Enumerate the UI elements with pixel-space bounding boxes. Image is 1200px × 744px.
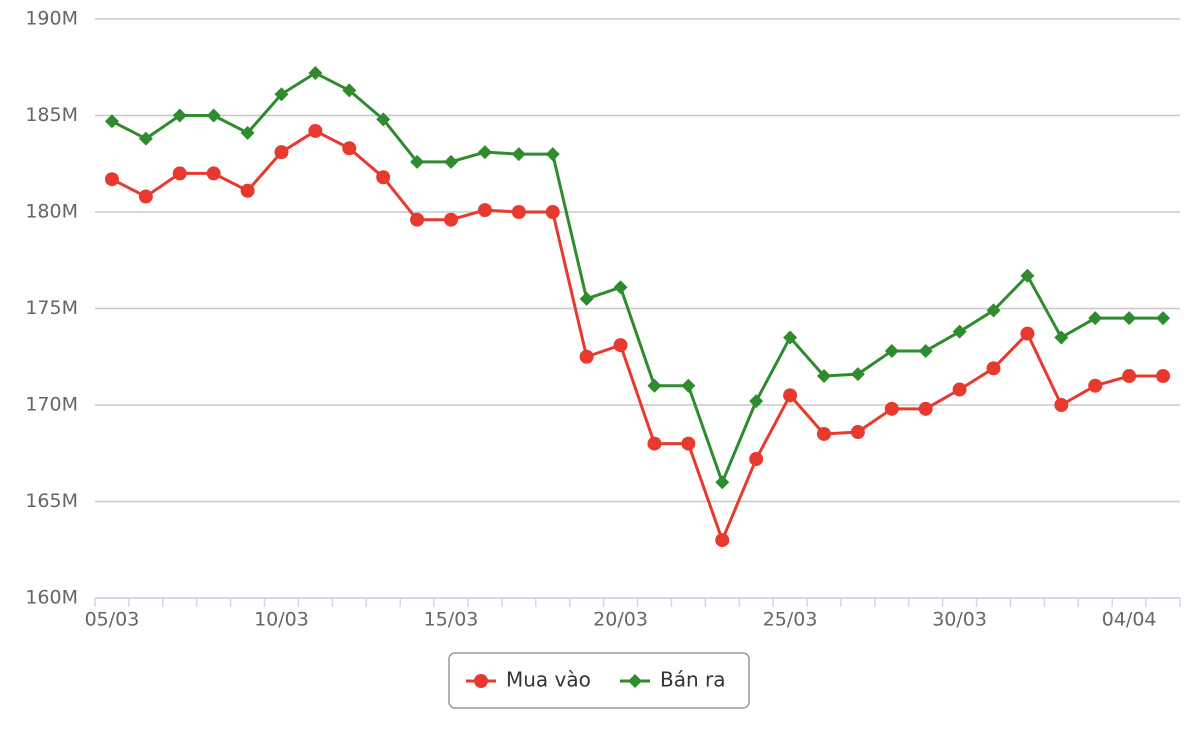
point — [715, 533, 730, 548]
point — [410, 212, 425, 227]
x-tick-label: 05/03 — [85, 609, 140, 631]
point — [918, 401, 933, 416]
point — [1054, 398, 1069, 412]
point — [613, 338, 628, 353]
point — [1156, 311, 1171, 326]
point — [376, 170, 391, 185]
point — [850, 425, 865, 440]
point — [511, 147, 526, 162]
point — [816, 426, 831, 441]
point — [104, 114, 119, 129]
point — [206, 108, 221, 123]
point — [1156, 369, 1171, 384]
point — [1088, 378, 1103, 393]
y-tick-label: 160M — [25, 587, 78, 609]
point — [545, 147, 560, 162]
point — [579, 349, 594, 364]
point — [628, 674, 642, 688]
series-line — [111, 71, 1164, 484]
point — [1054, 330, 1069, 345]
point — [579, 291, 594, 306]
point — [783, 330, 798, 345]
point — [444, 212, 459, 227]
point — [376, 112, 391, 127]
point — [477, 203, 492, 218]
point — [138, 189, 153, 204]
point — [138, 131, 153, 146]
point — [474, 674, 488, 688]
x-tick-label: 10/03 — [254, 609, 309, 631]
y-tick-label: 170M — [25, 394, 78, 416]
point — [647, 436, 662, 451]
y-tick-label: 180M — [25, 201, 78, 223]
x-tick-label: 30/03 — [932, 609, 987, 631]
point — [342, 83, 357, 98]
point — [1122, 369, 1137, 384]
point — [410, 154, 425, 169]
point — [986, 361, 1001, 376]
point — [850, 367, 865, 382]
x-tick-label: 04/04 — [1102, 609, 1157, 631]
y-tick-label: 165M — [25, 490, 78, 512]
point — [172, 108, 187, 123]
point — [511, 205, 526, 219]
point — [749, 452, 764, 467]
legend-label[interactable]: Bán ra — [660, 668, 726, 692]
y-tick-label: 175M — [25, 297, 78, 319]
x-tick-label: 20/03 — [593, 609, 648, 631]
point — [274, 87, 289, 102]
point — [884, 401, 899, 416]
y-tick-label: 190M — [25, 8, 78, 30]
point — [816, 369, 831, 384]
point — [681, 436, 696, 451]
point — [918, 343, 933, 358]
point — [240, 183, 255, 198]
point — [477, 145, 492, 160]
point — [104, 172, 119, 187]
point — [342, 141, 357, 156]
y-tick-label: 185M — [25, 104, 78, 126]
legend-label[interactable]: Mua vào — [506, 668, 591, 692]
point — [444, 154, 459, 169]
point — [1020, 326, 1035, 341]
point — [715, 475, 730, 490]
point — [884, 343, 899, 358]
point — [749, 394, 764, 409]
point — [308, 123, 323, 138]
point — [206, 166, 221, 181]
point — [1122, 311, 1137, 326]
x-tick-label: 15/03 — [424, 609, 479, 631]
point — [1020, 268, 1035, 283]
point — [172, 166, 187, 181]
point — [613, 280, 628, 295]
point — [1088, 311, 1103, 326]
point — [783, 388, 798, 403]
point — [240, 125, 255, 140]
point — [647, 378, 662, 393]
point — [986, 303, 1001, 318]
point — [545, 205, 560, 219]
point — [274, 145, 289, 160]
point — [952, 382, 967, 397]
point — [952, 324, 967, 339]
point — [308, 66, 323, 81]
legend-box — [448, 652, 750, 709]
x-tick-label: 25/03 — [763, 609, 818, 631]
point — [681, 378, 696, 393]
